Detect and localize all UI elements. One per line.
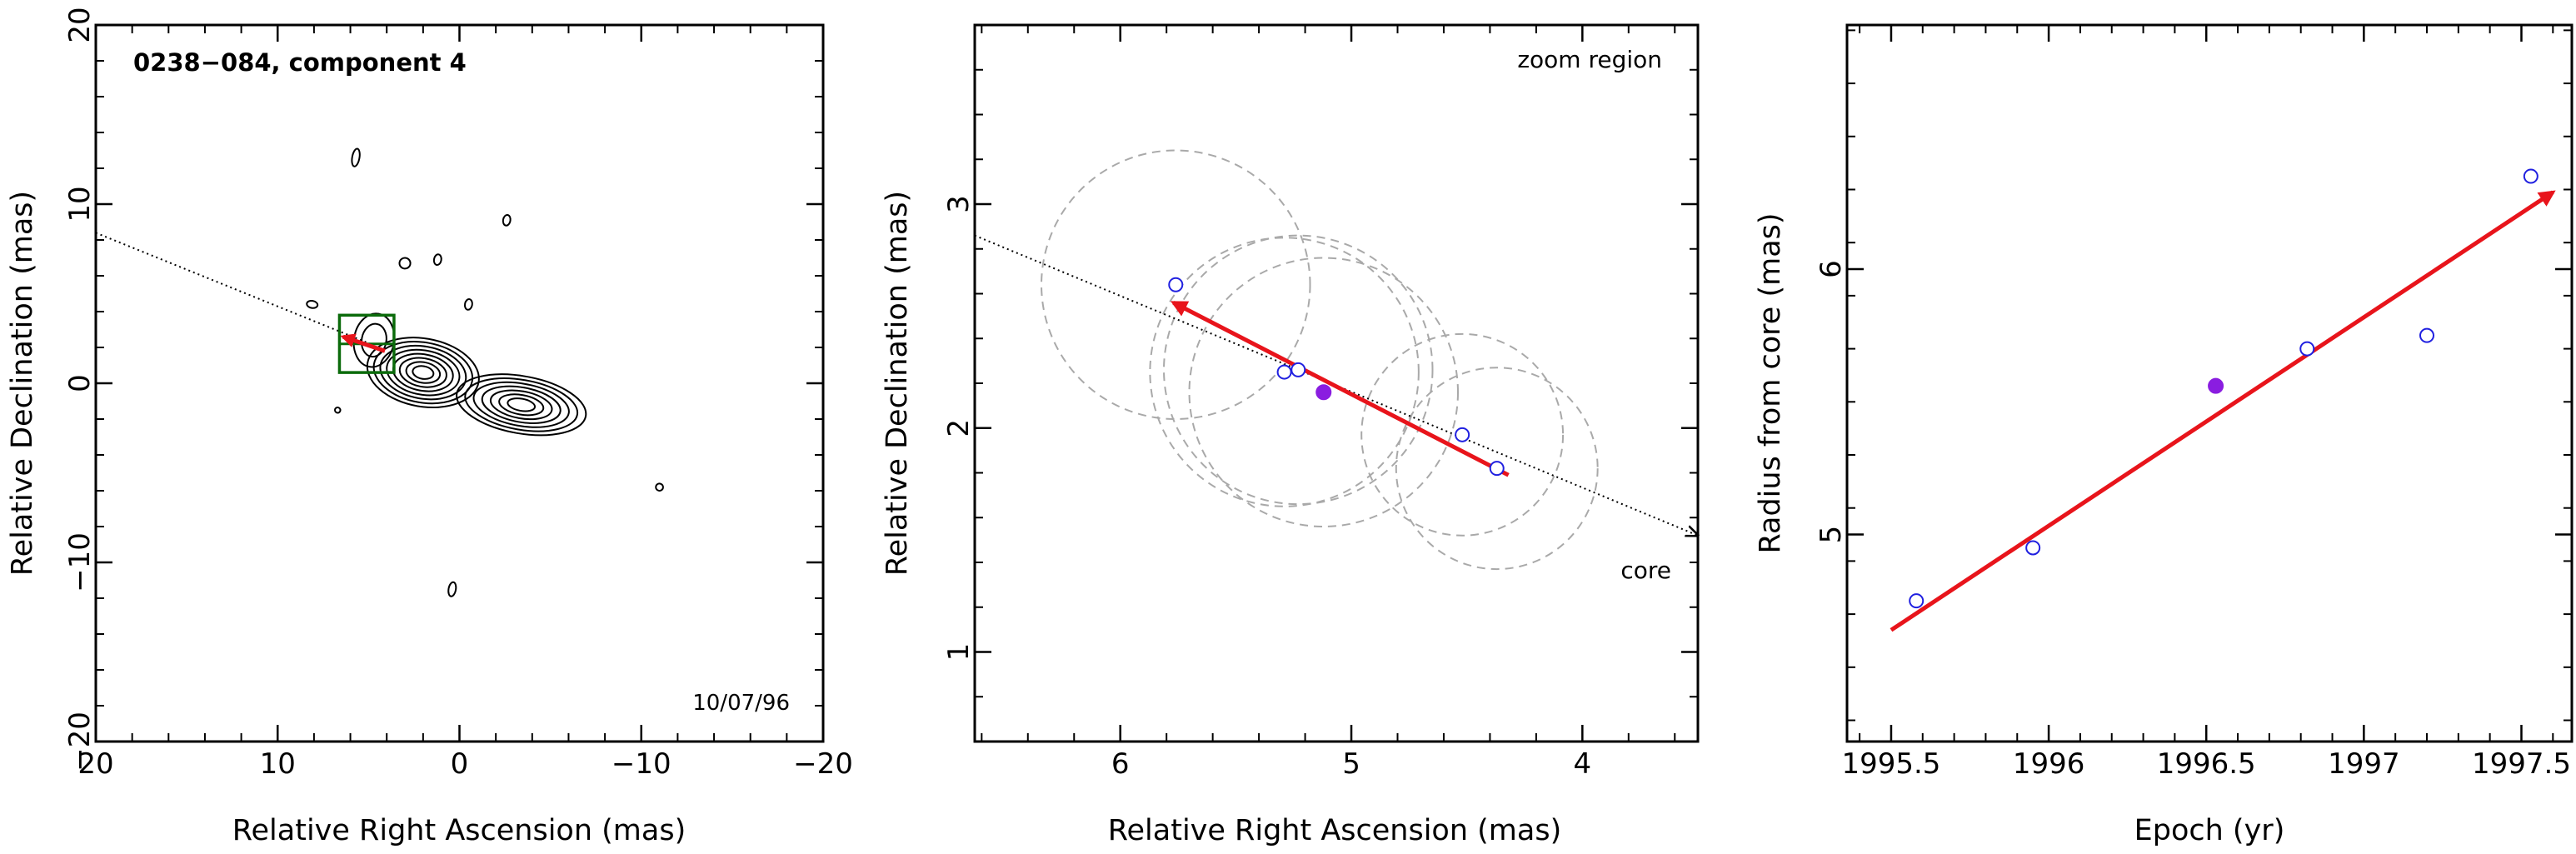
contour: [463, 298, 473, 311]
x-tick-label: 10: [260, 747, 296, 781]
contour: [472, 381, 570, 428]
contour: [334, 407, 342, 414]
y-axis-label: Radius from core (mas): [1754, 212, 1787, 553]
axis-ticks: 20 10 0 −10 −20 −20 −10 0 10 20: [63, 7, 853, 781]
contour: [412, 365, 435, 380]
y-axis-label: Relative Declination (mas): [6, 191, 39, 576]
plot-frame: [1845, 23, 2574, 743]
data-point: [2419, 327, 2434, 343]
y-tick-label: −10: [63, 532, 97, 592]
error-circle: [1188, 257, 1459, 527]
x-tick-label: 1996.5: [2157, 747, 2256, 781]
x-tick-label: 1995.5: [1841, 747, 1940, 781]
contour: [360, 322, 387, 358]
data-point: [1909, 593, 1925, 609]
y-tick-label: 3: [942, 195, 976, 213]
x-tick-label: 20: [77, 747, 113, 781]
contour: [386, 348, 461, 397]
y-axis-label: Relative Declination (mas): [881, 191, 914, 576]
contour: [351, 147, 361, 167]
x-tick-label: 4: [1574, 747, 1592, 781]
chart-title: zoom region: [1517, 46, 1662, 73]
contour: [432, 253, 442, 267]
contour: [306, 300, 319, 309]
axis-ticks: 1995.5 1996 1996.5 1997 1997.5 5 6: [1815, 25, 2572, 781]
contour: [655, 482, 664, 492]
contour: [398, 257, 412, 270]
data-point: [1290, 362, 1306, 377]
y-tick-label: 1: [942, 643, 976, 662]
chart-title: 0238−084, component 4: [133, 48, 467, 77]
contour: [372, 341, 474, 405]
x-tick-label: 1997.5: [2472, 747, 2571, 781]
x-tick-label: 0: [451, 747, 469, 781]
component-arrow: [340, 333, 386, 353]
contour: [481, 385, 562, 424]
x-tick-label: 5: [1342, 747, 1360, 781]
x-tick-label: 1997: [2328, 747, 2400, 781]
contour-layer: [306, 147, 664, 597]
error-circle: [1360, 332, 1565, 537]
core-label: core: [1620, 557, 1671, 584]
y-tick-label: 0: [63, 374, 97, 392]
error-circle: [1041, 149, 1311, 420]
component-arrow: [1170, 301, 1510, 477]
contour: [456, 373, 587, 437]
contour: [507, 397, 537, 412]
zoom-region-panel: 6 5 4 1 2 3 zoom region core Relative Right A…: [881, 23, 1698, 847]
contour: [405, 361, 442, 384]
contour: [447, 581, 457, 597]
x-tick-label: 6: [1111, 747, 1130, 781]
x-axis-label: Epoch (yr): [2134, 814, 2285, 847]
axis-ticks: 6 5 4 1 2 3: [942, 24, 1698, 781]
date-label: 10/07/96: [692, 691, 790, 716]
data-point: [1455, 427, 1470, 442]
data-point: [2025, 540, 2041, 556]
data-point: [1489, 461, 1505, 477]
x-axis-label: Relative Right Ascension (mas): [1108, 814, 1561, 847]
data-point: [2523, 168, 2539, 184]
data-point: [1276, 364, 1292, 380]
y-tick-label: 20: [63, 7, 97, 42]
error-circles: [1041, 149, 1599, 571]
contour: [398, 357, 447, 388]
contour: [502, 213, 512, 227]
contour: [464, 377, 579, 432]
contour: [498, 393, 545, 417]
y-tick-label: −20: [63, 712, 97, 772]
x-axis-label: Relative Right Ascension (mas): [232, 814, 686, 847]
x-tick-label: −20: [793, 747, 853, 781]
y-tick-label: 10: [63, 186, 97, 222]
data-point: [1168, 277, 1184, 292]
error-circle: [1395, 367, 1599, 571]
highlight-point: [1315, 384, 1332, 401]
contour-map-panel: 20 10 0 −10 −20 −20 −10 0 10 20 0238−084, compone…: [6, 7, 853, 847]
data-point: [2299, 341, 2315, 357]
x-tick-label: 1996: [2013, 747, 2085, 781]
x-tick-label: −10: [612, 747, 671, 781]
fit-arrow: [1890, 190, 2556, 632]
error-circle: [1162, 234, 1434, 506]
y-tick-label: 6: [1815, 260, 1848, 278]
contour: [489, 389, 553, 421]
highlight-point: [2208, 377, 2224, 394]
direction-line: [95, 232, 371, 345]
y-tick-label: 5: [1815, 526, 1848, 544]
radius-epoch-panel: 1995.5 1996 1996.5 1997 1997.556 Epoch (yr) …: [1754, 23, 2574, 847]
error-circle: [1149, 237, 1420, 507]
y-tick-label: 2: [942, 419, 976, 437]
plot-frame: [94, 23, 825, 743]
